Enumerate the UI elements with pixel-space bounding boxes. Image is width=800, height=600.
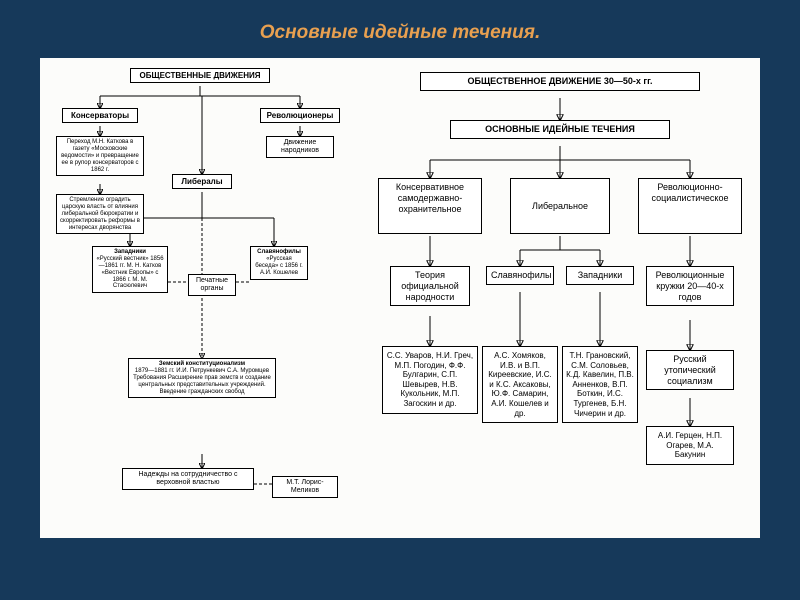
conservatives-label: Консерваторы [62, 108, 138, 123]
loris-box: М.Т. Лорис-Меликов [272, 476, 338, 498]
col-liberal: Либеральное [510, 178, 610, 234]
conservatives-note1: Переход М.Н. Каткова в газету «Московски… [56, 136, 144, 176]
zap-names: Т.Н. Грановский, С.М. Соловьев, К.Д. Кав… [562, 346, 638, 423]
left-diagram: ОБЩЕСТВЕННЫЕ ДВИЖЕНИЯ Консерваторы Перех… [40, 58, 360, 538]
right-sub: ОСНОВНЫЕ ИДЕЙНЫЕ ТЕЧЕНИЯ [450, 120, 670, 139]
narodniki: Движение народников [266, 136, 334, 158]
zapadniki-r: Западники [566, 266, 634, 285]
utopian-soc: Русский утопический социализм [646, 350, 734, 390]
zemsky-body: 1879—1881 гг. И.И. Петрункевич С.А. Муро… [133, 368, 271, 395]
slav-names: А.С. Хомяков, И.В. и В.П. Киреевские, И.… [482, 346, 558, 423]
liberals-label: Либералы [172, 174, 232, 189]
col-conservative: Консервативное самодержавно-охранительно… [378, 178, 482, 234]
revolutionaries-label: Революционеры [260, 108, 340, 123]
slavyanofily-body: «Русская беседа» с 1856 г. А.И. Кошелев [255, 256, 303, 276]
slavyanofily-box: Славянофилы «Русская беседа» с 1856 г. А… [250, 246, 308, 280]
theory-names: С.С. Уваров, Н.И. Греч, М.П. Погодин, Ф.… [382, 346, 478, 414]
right-diagram: ОБЩЕСТВЕННОЕ ДВИЖЕНИЕ 30—50-х гг. ОСНОВН… [360, 58, 760, 538]
press-box: Печатные органы [188, 274, 236, 296]
theory-box: Теория официальной народности [390, 266, 470, 306]
zemsky-label: Земский конституционализм [159, 361, 245, 367]
left-root: ОБЩЕСТВЕННЫЕ ДВИЖЕНИЯ [130, 68, 270, 83]
zapadniki-label: Западники [114, 249, 146, 255]
utopian-names: А.И. Герцен, Н.П. Огарев, М.А. Бакунин [646, 426, 734, 465]
slavyanofily-r: Славянофилы [486, 266, 554, 285]
right-root: ОБЩЕСТВЕННОЕ ДВИЖЕНИЕ 30—50-х гг. [420, 72, 700, 91]
left-connectors [40, 58, 360, 538]
zapadniki-body: «Русский вестник» 1856—1861 гг. М. Н. Ка… [96, 256, 163, 290]
zemsky-box: Земский конституционализм 1879—1881 гг. … [128, 358, 276, 398]
slavyanofily-label: Славянофилы [257, 249, 301, 255]
conservatives-note2: Стремление оградить царскую власть от вл… [56, 194, 144, 234]
zapadniki-box: Западники «Русский вестник» 1856—1861 гг… [92, 246, 168, 293]
page-title: Основные идейные течения. [0, 0, 800, 58]
col-revolutionary: Революционно-социалистическое [638, 178, 742, 234]
diagram-panels: ОБЩЕСТВЕННЫЕ ДВИЖЕНИЯ Консерваторы Перех… [0, 58, 800, 538]
hopes-box: Надежды на сотрудничество с верховной вл… [122, 468, 254, 490]
rev-circles: Революционные кружки 20—40-х годов [646, 266, 734, 306]
